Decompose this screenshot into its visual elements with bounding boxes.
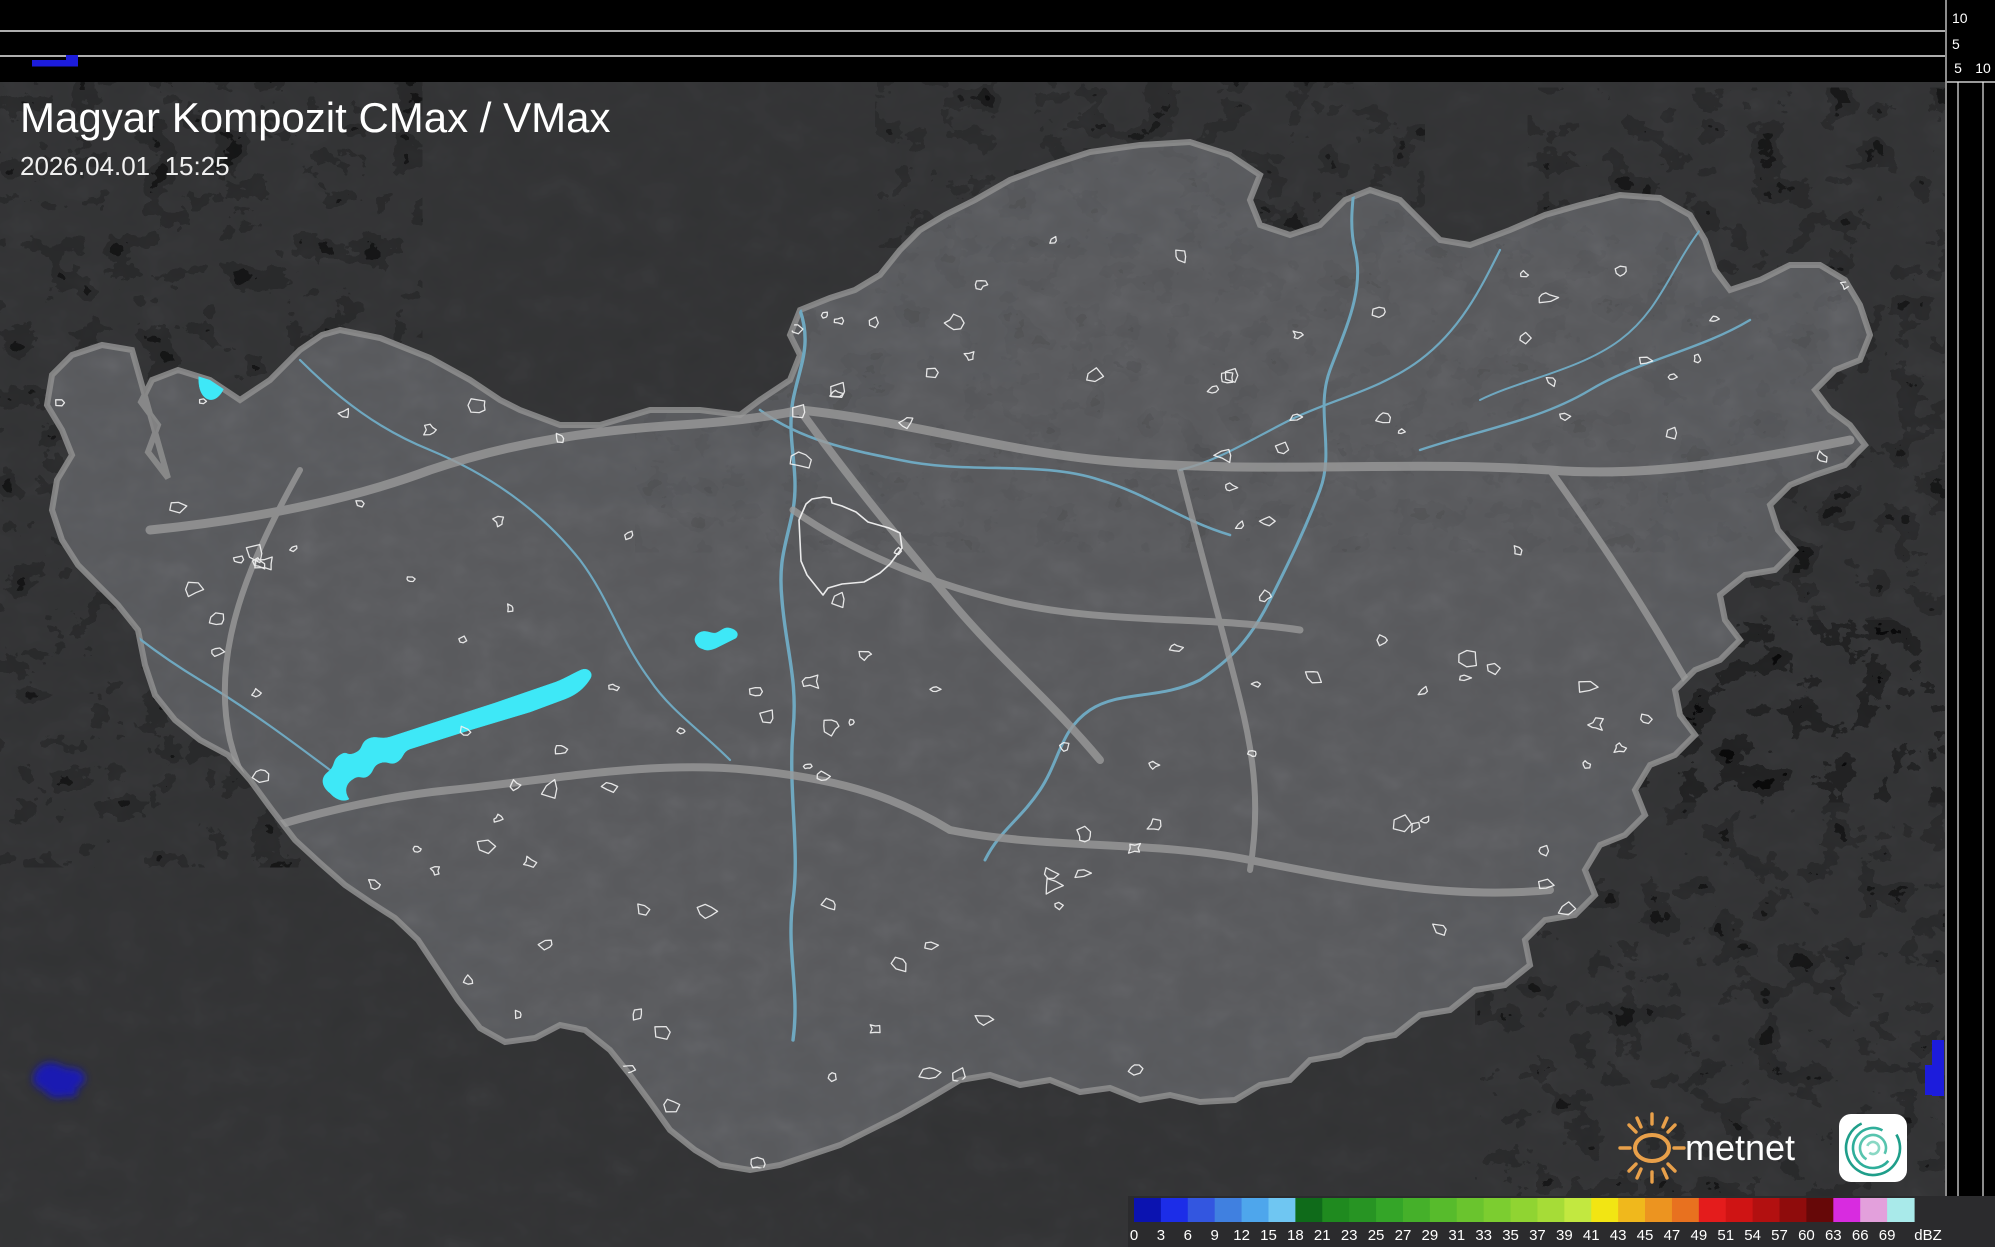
svg-text:69: 69: [1879, 1227, 1896, 1244]
svg-text:41: 41: [1583, 1227, 1600, 1244]
svg-text:5: 5: [1954, 60, 1962, 76]
svg-text:dBZ: dBZ: [1914, 1227, 1942, 1244]
svg-text:54: 54: [1744, 1227, 1761, 1244]
svg-text:6: 6: [1184, 1227, 1192, 1244]
svg-text:33: 33: [1475, 1227, 1492, 1244]
svg-text:23: 23: [1341, 1227, 1358, 1244]
svg-text:47: 47: [1664, 1227, 1681, 1244]
svg-text:10: 10: [1975, 60, 1991, 76]
svg-text:25: 25: [1368, 1227, 1385, 1244]
svg-text:29: 29: [1422, 1227, 1439, 1244]
svg-text:5: 5: [1952, 36, 1960, 52]
svg-text:21: 21: [1314, 1227, 1331, 1244]
svg-text:3: 3: [1157, 1227, 1165, 1244]
svg-text:39: 39: [1556, 1227, 1573, 1244]
svg-text:66: 66: [1852, 1227, 1869, 1244]
svg-text:12: 12: [1233, 1227, 1250, 1244]
svg-text:15: 15: [1260, 1227, 1277, 1244]
svg-text:31: 31: [1448, 1227, 1465, 1244]
svg-text:9: 9: [1211, 1227, 1219, 1244]
svg-text:57: 57: [1771, 1227, 1788, 1244]
svg-text:49: 49: [1690, 1227, 1707, 1244]
svg-text:27: 27: [1395, 1227, 1412, 1244]
svg-text:51: 51: [1717, 1227, 1734, 1244]
svg-text:metnet: metnet: [1685, 1127, 1795, 1168]
svg-text:18: 18: [1287, 1227, 1304, 1244]
svg-text:43: 43: [1610, 1227, 1627, 1244]
svg-text:63: 63: [1825, 1227, 1842, 1244]
svg-text:60: 60: [1798, 1227, 1815, 1244]
svg-text:35: 35: [1502, 1227, 1519, 1244]
svg-text:0: 0: [1130, 1227, 1138, 1244]
svg-text:45: 45: [1637, 1227, 1654, 1244]
svg-text:37: 37: [1529, 1227, 1546, 1244]
svg-text:10: 10: [1952, 10, 1968, 26]
